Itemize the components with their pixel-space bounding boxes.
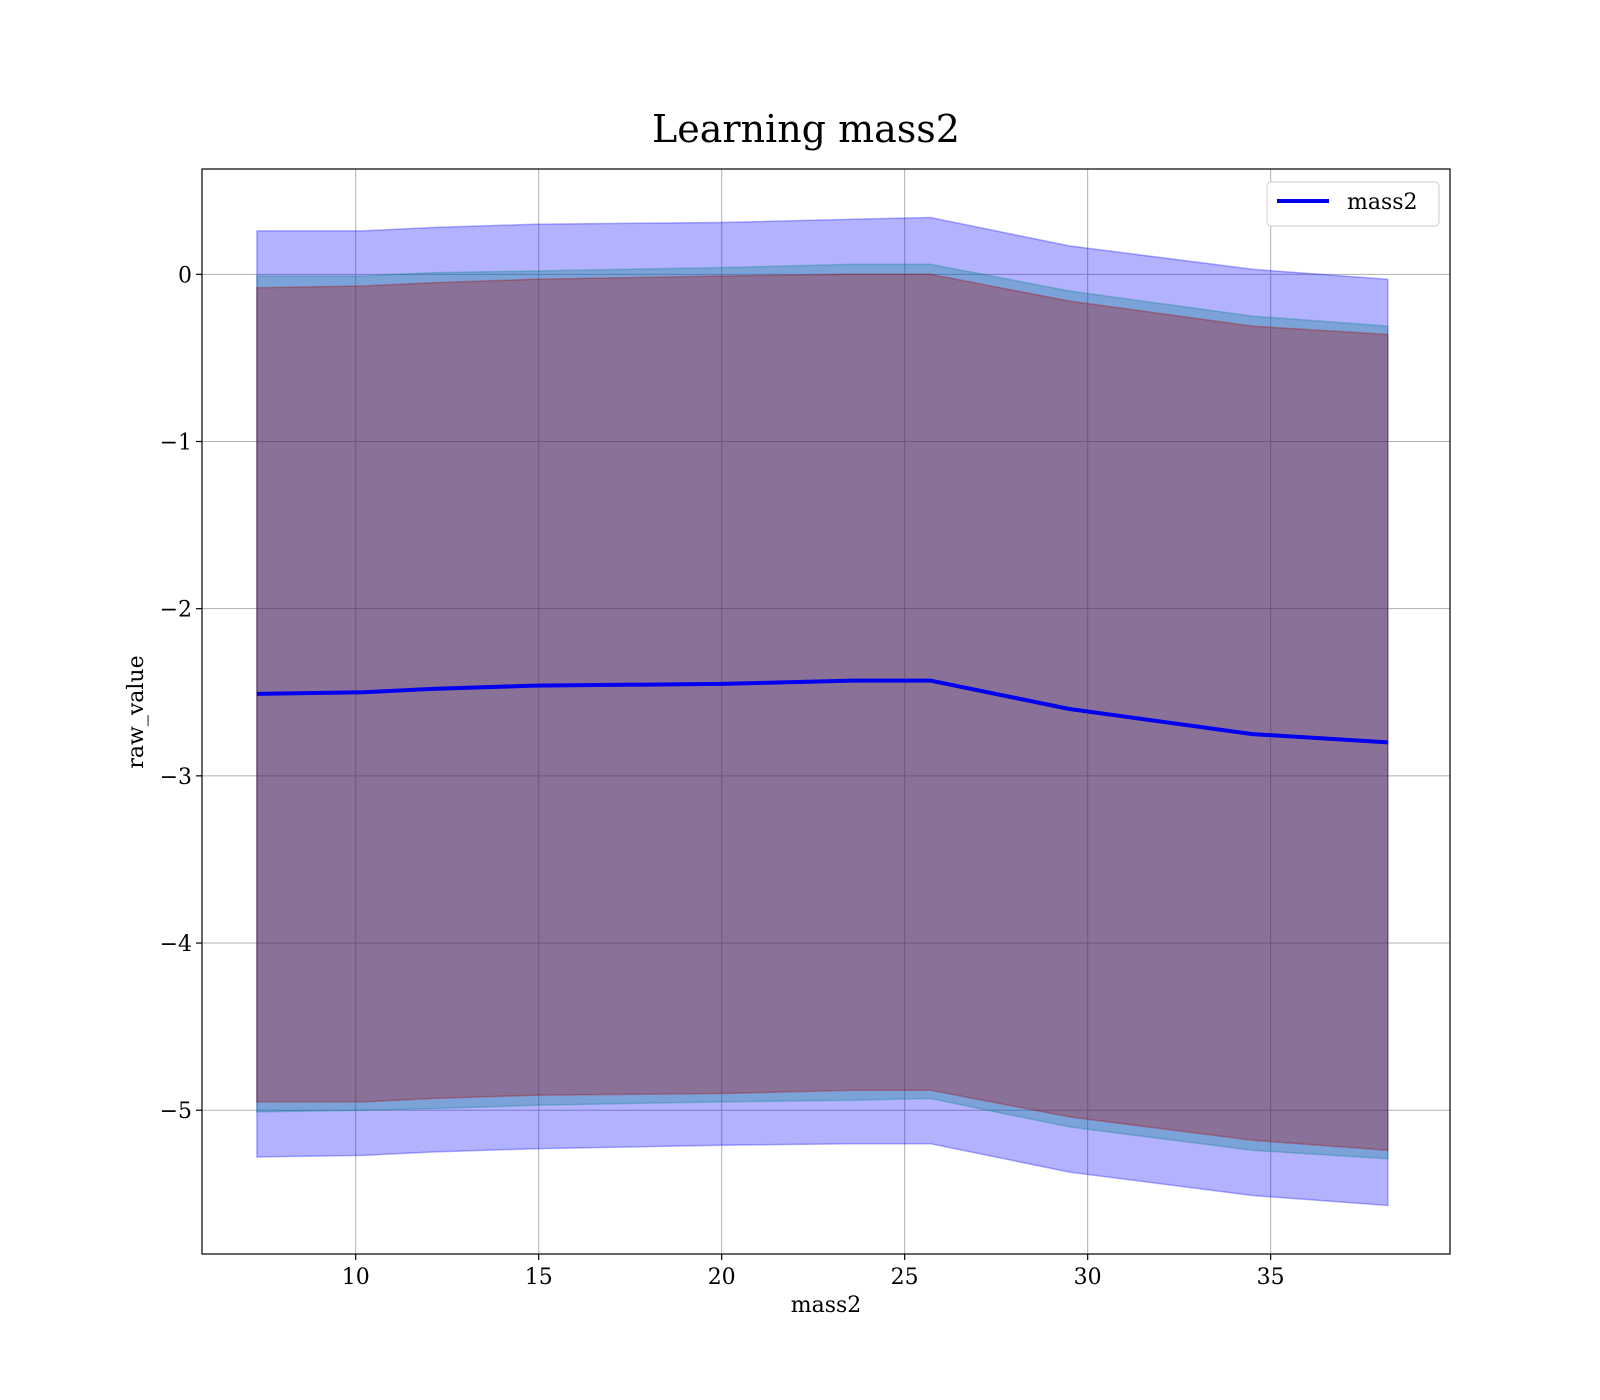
- grid: [202, 169, 1450, 1254]
- y-tick-label-1: −1: [160, 431, 192, 456]
- x-tick-label-3: 25: [891, 1265, 919, 1290]
- y-tick-label-5: −5: [160, 1099, 192, 1124]
- y-tick-label-4: −4: [160, 932, 192, 957]
- x-tick-label-5: 35: [1257, 1265, 1285, 1290]
- legend-box: [1266, 181, 1440, 227]
- x-axis-label: mass2: [791, 1293, 862, 1318]
- bands: [256, 216, 1389, 1207]
- y-ticks: 0 −1 −2 −3 −4 −5: [160, 263, 202, 1124]
- x-tick-label-4: 30: [1074, 1265, 1102, 1290]
- y-tick-label-0: 0: [178, 263, 192, 288]
- confidence-band-1: [256, 263, 1389, 1160]
- series-lines: [256, 678, 1388, 745]
- x-tick-label-1: 15: [525, 1265, 553, 1290]
- x-ticks: 10 15 20 25 30 35: [342, 1254, 1285, 1290]
- y-tick-label-2: −2: [160, 598, 192, 623]
- plot-frame: [201, 168, 1451, 1255]
- x-tick-label-0: 10: [342, 1265, 370, 1290]
- chart-title: Learning mass2: [652, 107, 960, 151]
- series-line-0: [256, 678, 1388, 745]
- legend: mass2: [1266, 181, 1440, 227]
- confidence-band-2: [256, 273, 1389, 1152]
- legend-label: mass2: [1347, 190, 1418, 215]
- confidence-band-0: [256, 216, 1389, 1207]
- y-tick-label-3: −3: [160, 765, 192, 790]
- x-tick-label-2: 20: [708, 1265, 736, 1290]
- y-axis-label: raw_value: [124, 655, 149, 768]
